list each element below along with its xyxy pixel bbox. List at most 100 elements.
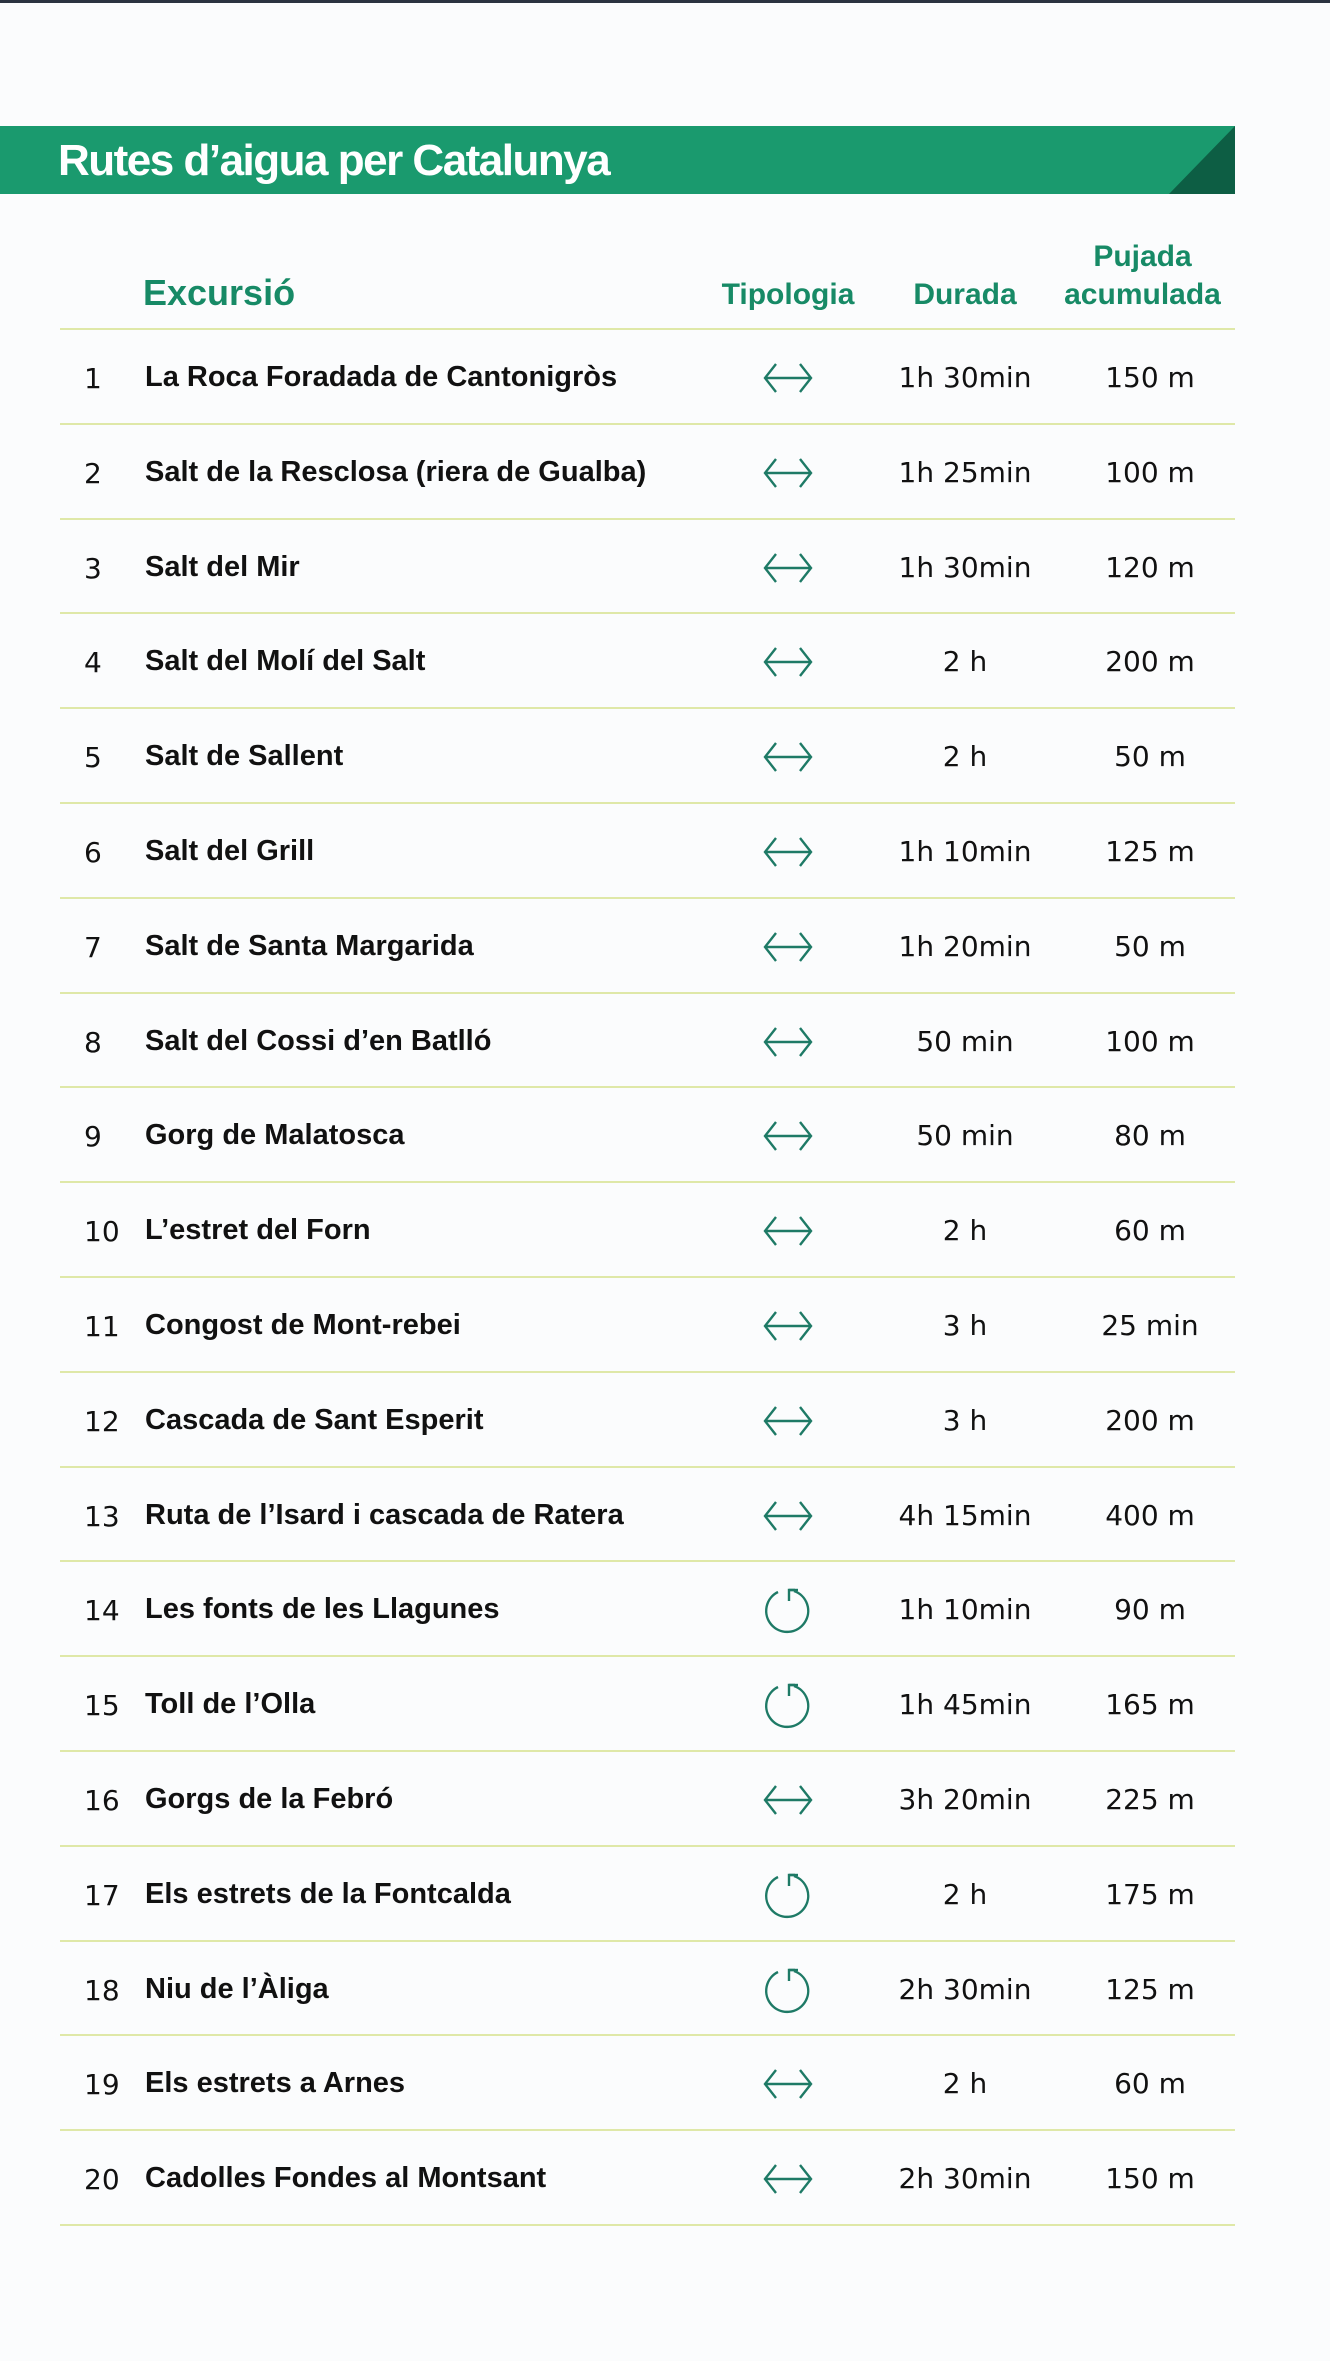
route-name: La Roca Foradada de Cantonigròs <box>145 361 618 393</box>
route-duration: 1h 30min <box>898 550 1032 584</box>
route-climb: 175 m <box>1105 1877 1195 1911</box>
route-number: 8 <box>84 1025 102 1059</box>
route-name: Ruta de l’Isard i cascada de Ratera <box>145 1498 624 1531</box>
route-name: Cadolles Fondes al Montsant <box>145 2162 547 2195</box>
page-title: Rutes d’aigua per Catalunya <box>58 136 611 185</box>
two-way-arrow-icon <box>762 352 814 404</box>
route-name: Salt del Grill <box>145 834 315 867</box>
route-number: 1 <box>84 362 102 395</box>
routes-table: 1 La Roca Foradada de Cantonigròs 1h 30min… <box>60 328 1235 2226</box>
route-number: 4 <box>84 646 102 680</box>
route-name: Les fonts de les Llagunes <box>145 1593 500 1626</box>
route-climb: 80 m <box>1114 1119 1186 1153</box>
two-way-arrow-icon <box>762 826 814 878</box>
route-climb: 400 m <box>1105 1498 1195 1532</box>
route-duration: 1h 45min <box>898 1688 1032 1722</box>
route-number: 10 <box>84 1215 120 1249</box>
route-duration: 2 h <box>942 740 988 774</box>
route-duration: 3 h <box>942 1403 988 1437</box>
route-climb: 60 m <box>1114 2067 1186 2101</box>
route-name: Salt de la Resclosa (riera de Gualba) <box>145 455 647 488</box>
route-number: 9 <box>84 1120 102 1154</box>
table-row: 3 Salt del Mir 1h 30min 120 m <box>60 520 1235 615</box>
route-name: Gorg de Malatosca <box>145 1119 405 1152</box>
two-way-arrow-icon <box>762 2058 814 2110</box>
table-row: 6 Salt del Grill 1h 10min 125 m <box>60 804 1235 899</box>
route-name: Salt del Mir <box>145 550 300 583</box>
header-durada: Durada <box>913 278 1017 311</box>
route-duration: 1h 25min <box>898 455 1032 489</box>
route-name: Salt de Santa Margarida <box>145 929 474 962</box>
two-way-arrow-icon <box>762 731 814 783</box>
table-row: 17 Els estrets de la Fontcalda 2 h 175 m <box>60 1847 1235 1942</box>
title-banner: Rutes d’aigua per Catalunya <box>0 126 1235 194</box>
header-rule <box>60 328 1235 330</box>
table-row: 19 Els estrets a Arnes 2 h 60 m <box>60 2036 1235 2132</box>
route-name: Els estrets a Arnes <box>145 2067 406 2100</box>
table-row: 5 Salt de Sallent 2 h 50 m <box>60 709 1235 804</box>
table-row: 12 Cascada de Sant Esperit 3 h 200 m <box>60 1373 1235 1468</box>
table-row: 7 Salt de Santa Margarida 1h 20min 50 m <box>60 899 1235 994</box>
route-climb: 50 m <box>1114 740 1186 774</box>
route-climb: 50 m <box>1114 929 1186 963</box>
page-edge <box>0 0 1330 3</box>
route-climb: 90 m <box>1114 1593 1186 1627</box>
loop-icon <box>762 1964 814 2016</box>
header-pujada: Pujada acumulada <box>1050 238 1235 314</box>
route-name: L’estret del Forn <box>145 1214 371 1247</box>
route-number: 19 <box>84 2068 120 2102</box>
route-name: Salt del Cossi d’en Batlló <box>145 1024 492 1057</box>
route-climb: 120 m <box>1105 550 1195 584</box>
table-row: 14 Les fonts de les Llagunes 1h 10min 90 m <box>60 1562 1235 1658</box>
loop-icon <box>762 1584 814 1636</box>
route-climb: 150 m <box>1105 2162 1195 2196</box>
header-tipologia: Tipologia <box>721 278 855 311</box>
table-row: 2 Salt de la Resclosa (riera de Gualba) 1h… <box>60 425 1235 520</box>
route-number: 14 <box>84 1594 120 1628</box>
table-row: 13 Ruta de l’Isard i cascada de Ratera 4h … <box>60 1468 1235 1563</box>
route-number: 13 <box>84 1499 120 1533</box>
table-row: 11 Congost de Mont-rebei 3 h 25 min <box>60 1278 1235 1373</box>
route-climb: 200 m <box>1105 645 1195 679</box>
route-name: Toll de l’Olla <box>145 1688 316 1721</box>
route-duration: 1h 10min <box>898 834 1032 868</box>
two-way-arrow-icon <box>762 1490 814 1542</box>
route-number: 5 <box>84 741 102 775</box>
route-number: 20 <box>84 2163 120 2197</box>
two-way-arrow-icon <box>762 1395 814 1447</box>
route-number: 11 <box>84 1309 120 1343</box>
route-name: Salt de Sallent <box>145 740 344 773</box>
table-row: 8 Salt del Cossi d’en Batlló 50 min 100 m <box>60 994 1235 1089</box>
route-duration: 3h 20min <box>898 1782 1032 1816</box>
loop-icon <box>762 1679 814 1731</box>
header-pujada-line1: Pujada <box>1093 240 1192 273</box>
table-row: 4 Salt del Molí del Salt 2 h 200 m <box>60 614 1235 710</box>
two-way-arrow-icon <box>762 447 814 499</box>
table-row: 15 Toll de l’Olla 1h 45min 165 m <box>60 1657 1235 1752</box>
two-way-arrow-icon <box>762 636 814 688</box>
route-climb: 150 m <box>1105 361 1195 394</box>
loop-icon <box>762 1869 814 1921</box>
header-pujada-line2: acumulada <box>1064 278 1221 311</box>
table-row: 9 Gorg de Malatosca 50 min 80 m <box>60 1088 1235 1184</box>
route-duration: 1h 10min <box>898 1593 1032 1627</box>
route-name: Congost de Mont-rebei <box>145 1308 461 1341</box>
banner-corner <box>1169 126 1235 194</box>
route-number: 7 <box>84 930 102 964</box>
route-climb: 100 m <box>1105 1024 1195 1058</box>
route-name: Els estrets de la Fontcalda <box>145 1877 511 1910</box>
two-way-arrow-icon <box>762 1205 814 1257</box>
table-row: 1 La Roca Foradada de Cantonigròs 1h 30min… <box>60 330 1235 425</box>
route-number: 15 <box>84 1689 120 1723</box>
route-number: 18 <box>84 1973 120 2007</box>
route-climb: 125 m <box>1105 834 1195 868</box>
route-climb: 100 m <box>1105 455 1195 489</box>
two-way-arrow-icon <box>762 921 814 973</box>
route-number: 16 <box>84 1783 120 1817</box>
route-duration: 2 h <box>942 1877 988 1911</box>
route-name: Niu de l’Àliga <box>145 1972 329 2005</box>
table-row: 18 Niu de l’Àliga 2h 30min 125 m <box>60 1942 1235 2037</box>
route-climb: 165 m <box>1105 1688 1195 1722</box>
route-duration: 4h 15min <box>898 1498 1032 1532</box>
route-duration: 50 min <box>916 1119 1014 1153</box>
